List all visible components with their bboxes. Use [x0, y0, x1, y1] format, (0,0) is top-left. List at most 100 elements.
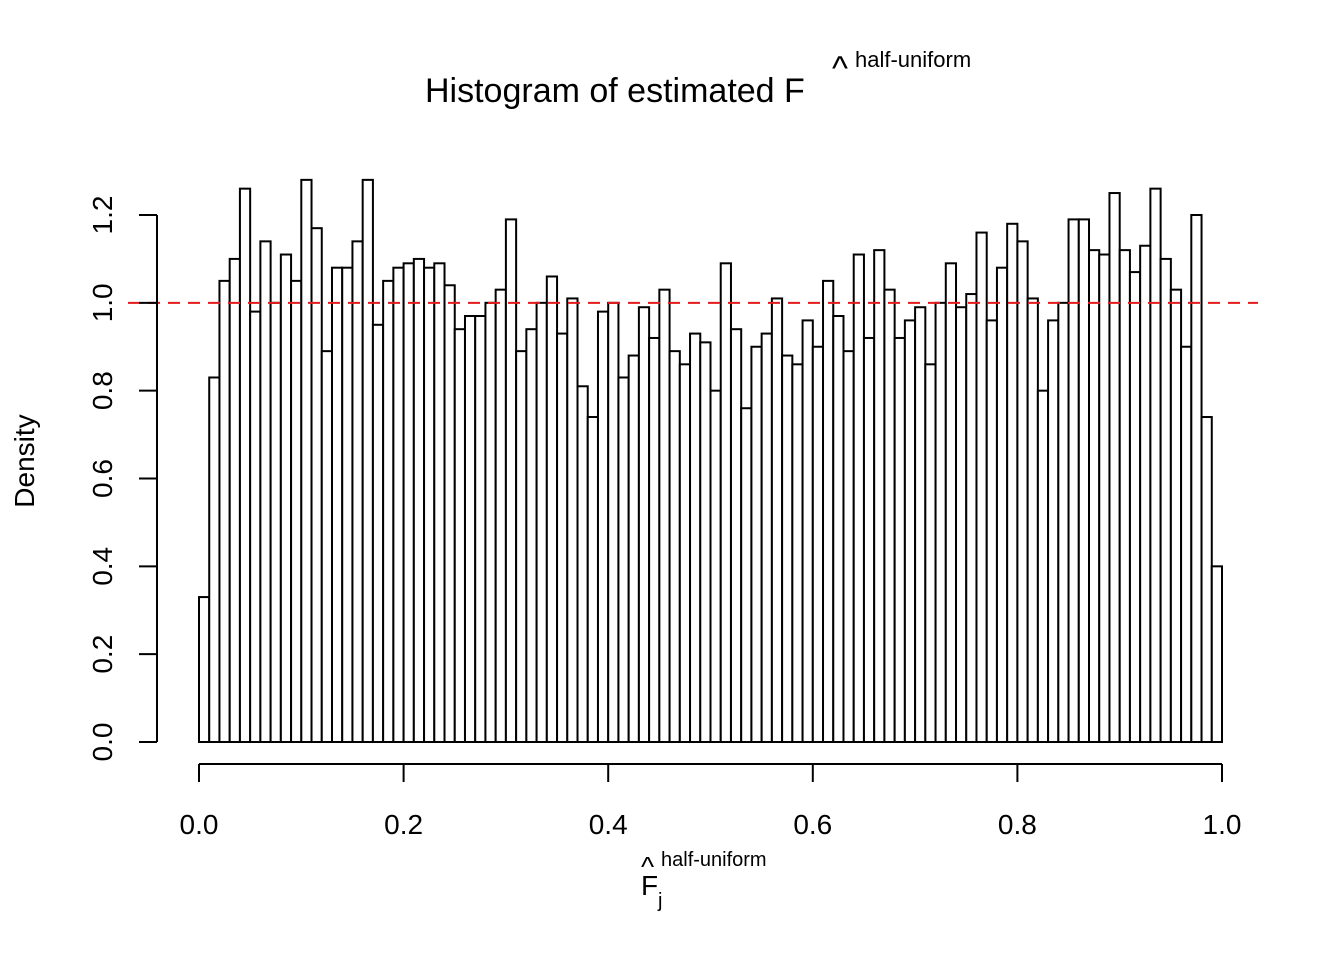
histogram-bar: [1098, 253, 1111, 743]
histogram-bar: [545, 275, 559, 743]
histogram-bar: [218, 279, 231, 743]
histogram-bar: [862, 336, 876, 743]
histogram-bar: [412, 257, 426, 743]
histogram-bar: [760, 332, 773, 743]
histogram-bar: [832, 315, 845, 743]
histogram-bar: [576, 385, 589, 743]
histogram-bar: [269, 301, 282, 743]
x-tick-label: 0.4: [589, 809, 628, 840]
histogram-bar: [873, 249, 886, 743]
histogram-bar: [330, 266, 344, 743]
histogram-bar: [423, 266, 436, 743]
histogram-bar: [944, 262, 958, 743]
histogram-bar: [1006, 222, 1019, 744]
histogram-bar: [617, 376, 630, 743]
histogram-bar: [689, 332, 702, 743]
y-tick-label: 1.0: [87, 283, 118, 322]
histogram-bar: [515, 350, 528, 743]
y-tick-label: 0.6: [87, 459, 118, 498]
y-tick-label: 1.2: [87, 196, 118, 235]
histogram-bar: [934, 301, 947, 743]
histogram-bar: [351, 240, 364, 743]
x-tick-label: 1.0: [1203, 809, 1242, 840]
histogram-bar: [678, 363, 692, 743]
histogram-bar: [1190, 214, 1203, 743]
histogram-bar: [392, 266, 405, 743]
histogram-bar: [361, 178, 374, 744]
x-axis: 0.0 0.2 0.4 0.6 0.8 1.0: [180, 763, 1242, 840]
histogram-bar: [1088, 249, 1101, 743]
histogram-bar: [822, 279, 835, 743]
histogram-bar: [586, 416, 599, 743]
histogram-bar: [433, 262, 446, 743]
histogram-bar: [607, 301, 620, 743]
histogram-bar: [320, 350, 333, 743]
histogram-bar: [453, 328, 466, 743]
x-tick-label: 0.8: [998, 809, 1037, 840]
x-axis-label: F ^ j half-uniform: [641, 849, 767, 912]
x-tick-label: 0.2: [384, 809, 423, 840]
histogram-bar: [249, 310, 262, 743]
histogram-bar: [1108, 192, 1121, 743]
histogram-bar: [238, 187, 252, 743]
histogram-bar: [648, 336, 661, 743]
histogram-bar: [1118, 249, 1131, 743]
histogram-bar: [484, 301, 497, 743]
histogram-bar: [443, 284, 456, 743]
histogram-bar: [1169, 288, 1183, 743]
histogram-bar: [658, 288, 671, 743]
histogram-bar: [290, 279, 303, 743]
histogram-bar: [729, 328, 743, 743]
y-tick-label: 0.2: [87, 635, 118, 674]
histogram-bar: [596, 310, 610, 743]
chart-title: Histogram of estimated F ^ half-uniform: [425, 47, 971, 110]
histogram-bar: [975, 231, 988, 743]
histogram-bar: [811, 345, 825, 743]
histogram-bar: [1139, 244, 1152, 743]
histogram-bar: [955, 306, 968, 743]
histogram-bar: [627, 354, 640, 743]
histogram-bar: [709, 389, 722, 743]
histogram-bar: [208, 376, 221, 743]
histogram-bar: [893, 336, 906, 743]
y-tick-label: 0.8: [87, 371, 118, 410]
histogram-bar: [750, 345, 763, 743]
histogram-bar: [1180, 345, 1193, 743]
histogram-bar: [781, 354, 794, 743]
y-axis-label: Density: [9, 414, 40, 507]
x-axis-label-subscript: j: [657, 890, 662, 912]
histogram-bar: [740, 407, 753, 743]
histogram-bar: [1047, 319, 1060, 743]
histogram-bar: [965, 293, 978, 743]
histogram-bar: [341, 266, 354, 743]
histogram-bar: [883, 288, 896, 743]
x-tick-label: 0.0: [180, 809, 219, 840]
histogram-bar: [474, 315, 487, 743]
y-tick-label: 0.4: [87, 547, 118, 586]
histogram-bar: [801, 319, 814, 743]
histogram-bar: [566, 297, 579, 743]
histogram-bar: [1128, 271, 1142, 743]
histogram-bar: [985, 319, 998, 743]
histogram-bar: [1036, 389, 1050, 743]
histogram-bar: [914, 306, 927, 743]
histogram-bar: [1057, 301, 1070, 743]
x-axis-label-superscript: half-uniform: [661, 849, 767, 871]
histogram-bar: [852, 253, 865, 743]
histogram-bar: [382, 279, 395, 743]
histogram-bar: [228, 257, 241, 743]
histogram-bar: [1159, 257, 1172, 743]
histogram-bar: [842, 350, 855, 743]
histogram-bar: [995, 266, 1009, 743]
histogram-bar: [791, 363, 804, 743]
histogram-bar: [903, 319, 917, 743]
histogram-bar: [525, 328, 538, 743]
histogram-bar: [699, 341, 712, 743]
histogram-bar: [300, 178, 313, 744]
x-tick-label: 0.6: [793, 809, 832, 840]
histogram-bar: [310, 227, 323, 744]
histogram-bar: [637, 306, 651, 743]
chart-title-text: Histogram of estimated F: [425, 72, 805, 110]
histogram-bar: [668, 350, 681, 743]
